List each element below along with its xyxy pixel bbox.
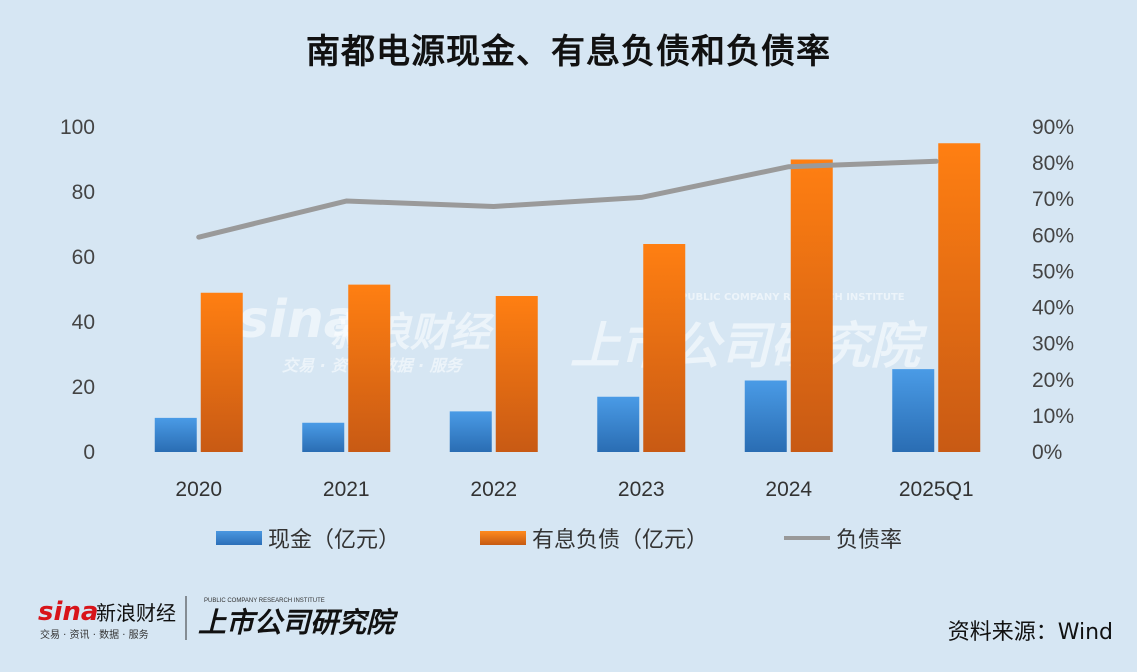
logo-sina-sub: 交易 · 资讯 · 数据 · 服务 [40,628,149,641]
y-left-tick-label: 20 [72,376,95,399]
x-tick-label: 2020 [175,478,222,501]
legend-item-debt: 有息负债（亿元） [480,522,708,554]
y-right-tick-label: 0% [1032,441,1062,464]
bar-debt [200,292,243,452]
y-right-tick-label: 30% [1032,333,1074,356]
logo-institute-en: PUBLIC COMPANY RESEARCH INSTITUTE [204,598,325,604]
legend: 现金（亿元） 有息负债（亿元） 负债率 [0,522,1137,556]
y-right-tick-label: 70% [1032,188,1074,211]
y-right-tick-label: 80% [1032,152,1074,175]
y-left-tick-label: 0 [83,441,95,464]
line-debt-ratio [196,158,939,240]
x-tick-label: 2022 [470,478,517,501]
y-right-tick-label: 40% [1032,297,1074,320]
bar-debt [348,284,391,452]
bar-debt [790,159,833,452]
logo-sina-cn: 新浪财经 [96,601,176,625]
bar-cash [744,380,787,452]
y-left-tick-label: 40 [72,311,95,334]
legend-label-ratio: 负债率 [836,528,903,553]
legend-swatch-ratio [784,536,830,540]
y-left-tick-label: 100 [60,116,95,139]
legend-item-cash: 现金（亿元） [216,522,400,554]
y-right-tick-label: 50% [1032,260,1074,283]
y-right-tick-label: 90% [1032,116,1074,139]
y-right-tick-label: 10% [1032,405,1074,428]
legend-label-debt: 有息负债（亿元） [532,528,709,553]
legend-swatch-cash [216,531,262,545]
bar-cash [449,411,492,452]
legend-item-ratio: 负债率 [784,522,902,554]
x-tick-label: 2021 [323,478,370,501]
x-tick-label: 2025Q1 [899,478,974,501]
y-left-tick-label: 80 [72,181,95,204]
bar-debt [938,143,981,452]
bar-debt [643,244,686,452]
y-right-tick-label: 20% [1032,369,1074,392]
chart-title: 南都电源现金、有息负债和负债率 [306,32,831,72]
logo-sina-text: sina [38,597,98,627]
y-right-tick-label: 60% [1032,224,1074,247]
bar-cash [597,396,640,452]
bar-cash [302,422,345,452]
source-note: 资料来源：Wind [947,620,1113,645]
legend-label-cash: 现金（亿元） [268,528,401,553]
x-tick-label: 2024 [765,478,812,501]
legend-swatch-debt [480,531,526,545]
x-tick-label: 2023 [618,478,665,501]
bar-debt [495,296,538,452]
bar-cash [892,369,935,452]
y-left-tick-label: 60 [72,246,95,269]
sina-finance-logo: sina 新浪财经 交易 · 资讯 · 数据 · 服务 PUBLIC COMPA… [38,596,398,641]
logo-institute: 上市公司研究院 [198,606,398,639]
bar-cash [154,417,197,452]
plot-area: 0 20 40 60 80 100 0% 10% 20% 30% 40% 50% 60% 70% 80% 90… [60,116,1074,501]
